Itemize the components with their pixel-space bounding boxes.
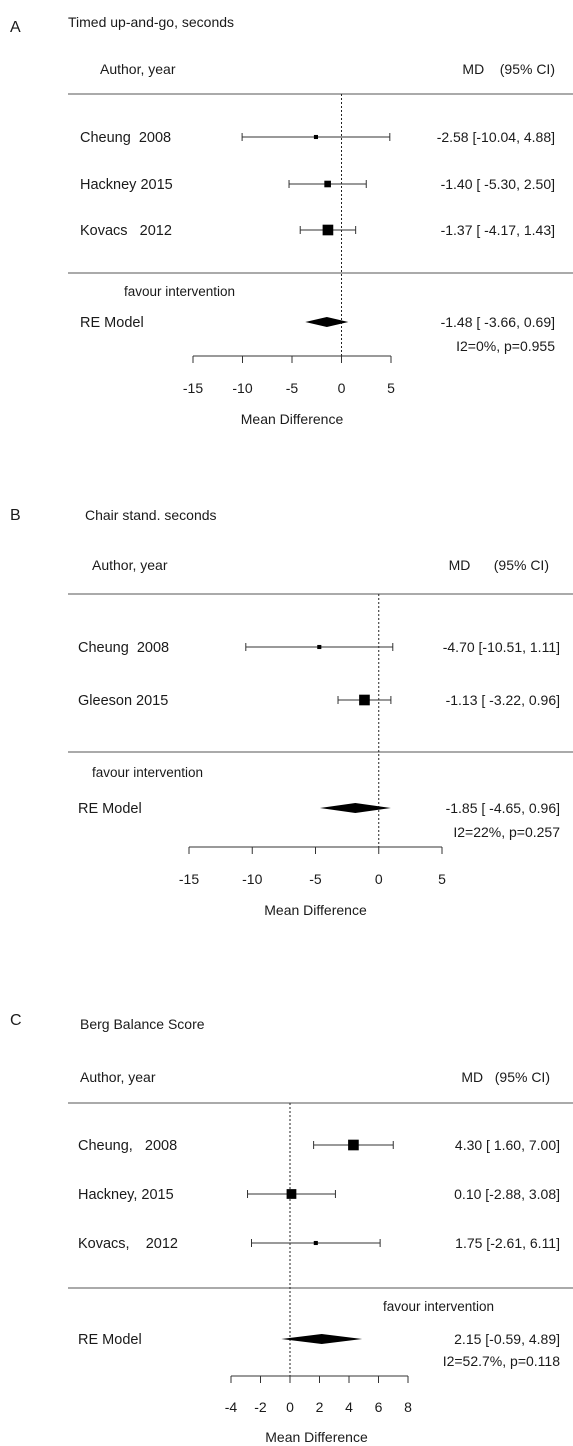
study-ci-text: 1.75 [-2.61, 6.11] (455, 1235, 560, 1251)
favour-intervention-label: favour intervention (124, 284, 235, 299)
study-label: Kovacs 2012 (80, 223, 172, 239)
x-tick-label: 5 (387, 380, 395, 396)
forest-panel-b: B Chair stand. seconds Author, year MD (95%… (10, 507, 573, 918)
column-header-md: MD (95% CI) (461, 1069, 550, 1085)
study-point-estimate (322, 224, 334, 236)
panel-letter: C (10, 1012, 22, 1029)
study-ci-text: -1.40 [ -5.30, 2.50] (441, 176, 555, 192)
panel-letter: A (10, 19, 21, 36)
column-header-author: Author, year (100, 61, 176, 77)
x-tick-label: 2 (316, 1399, 324, 1415)
forest-panel-a: A Timed up-and-go, seconds Author, year MD … (10, 14, 573, 427)
study-ci-text: -1.37 [ -4.17, 1.43] (441, 222, 555, 238)
study-label: Cheung 2008 (78, 640, 169, 656)
column-header-author: Author, year (92, 557, 168, 573)
x-tick-label: 4 (345, 1399, 353, 1415)
summary-ci-text: -1.85 [ -4.65, 0.96] (446, 800, 560, 816)
summary-label: RE Model (80, 315, 144, 331)
study-label: Cheung, 2008 (78, 1138, 177, 1154)
summary-label: RE Model (78, 801, 142, 817)
x-tick-label: -2 (254, 1399, 267, 1415)
summary-diamond (319, 803, 391, 813)
study-point-estimate (324, 180, 331, 188)
heterogeneity-text: I2=52.7%, p=0.118 (443, 1353, 560, 1369)
favour-intervention-label: favour intervention (92, 765, 203, 780)
x-tick-label: -10 (232, 380, 252, 396)
summary-label: RE Model (78, 1332, 142, 1348)
favour-intervention-label: favour intervention (383, 1299, 494, 1314)
study-label: Hackney 2015 (80, 177, 173, 193)
x-axis-label: Mean Difference (265, 1429, 368, 1445)
study-point-estimate (317, 644, 322, 650)
study-point-estimate (313, 134, 318, 140)
study-ci-text: -1.13 [ -3.22, 0.96] (446, 692, 560, 708)
study-label: Kovacs, 2012 (78, 1236, 178, 1252)
x-tick-label: -15 (179, 871, 199, 887)
x-axis-label: Mean Difference (264, 902, 367, 918)
heterogeneity-text: I2=0%, p=0.955 (456, 338, 555, 354)
forest-panel-c: C Berg Balance Score Author, year MD (95% C… (10, 1012, 573, 1445)
x-tick-label: 8 (404, 1399, 412, 1415)
study-label: Cheung 2008 (80, 130, 171, 146)
study-ci-text: 0.10 [-2.88, 3.08] (454, 1186, 560, 1202)
study-point-estimate (359, 694, 370, 706)
summary-diamond (305, 317, 349, 327)
study-ci-text: -2.58 [-10.04, 4.88] (437, 129, 555, 145)
study-label: Hackney, 2015 (78, 1187, 174, 1203)
x-tick-label: -4 (225, 1399, 238, 1415)
x-tick-label: -15 (183, 380, 203, 396)
study-ci-text: 4.30 [ 1.60, 7.00] (455, 1137, 560, 1153)
x-tick-label: 6 (375, 1399, 383, 1415)
summary-ci-text: -1.48 [ -3.66, 0.69] (441, 314, 555, 330)
panel-letter: B (10, 507, 21, 524)
study-point-estimate (313, 1240, 318, 1246)
column-header-author: Author, year (80, 1069, 156, 1085)
summary-diamond (281, 1334, 363, 1344)
x-tick-label: 0 (286, 1399, 294, 1415)
study-ci-text: -4.70 [-10.51, 1.11] (443, 639, 560, 655)
x-tick-label: 0 (375, 871, 383, 887)
panel-title: Berg Balance Score (80, 1016, 205, 1032)
heterogeneity-text: I2=22%, p=0.257 (453, 824, 560, 840)
column-header-md: MD (95% CI) (449, 557, 549, 573)
column-header-md: MD (95% CI) (462, 61, 555, 77)
panel-title: Chair stand. seconds (85, 507, 217, 523)
summary-ci-text: 2.15 [-0.59, 4.89] (454, 1331, 560, 1347)
x-tick-label: -10 (242, 871, 262, 887)
x-tick-label: -5 (286, 380, 299, 396)
study-label: Gleeson 2015 (78, 693, 168, 709)
x-tick-label: 5 (438, 871, 446, 887)
panel-title: Timed up-and-go, seconds (68, 14, 234, 30)
study-point-estimate (286, 1189, 297, 1199)
x-axis-label: Mean Difference (241, 411, 344, 427)
study-point-estimate (348, 1139, 359, 1151)
x-tick-label: -5 (309, 871, 322, 887)
x-tick-label: 0 (338, 380, 346, 396)
